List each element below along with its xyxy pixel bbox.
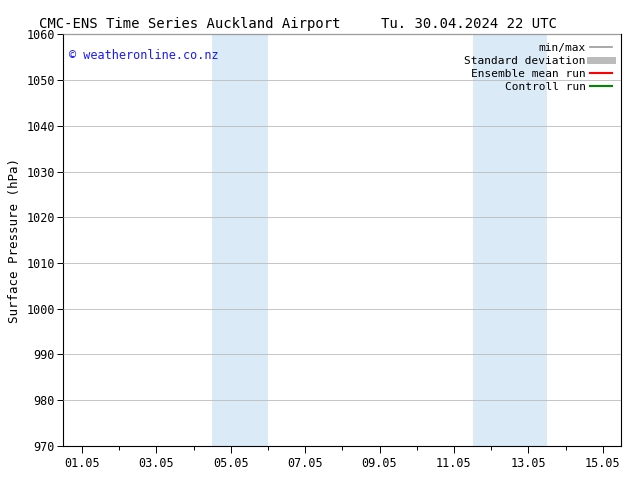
Text: © weatheronline.co.nz: © weatheronline.co.nz bbox=[69, 49, 219, 62]
Legend: min/max, Standard deviation, Ensemble mean run, Controll run: min/max, Standard deviation, Ensemble me… bbox=[461, 40, 616, 95]
Bar bbox=[212, 34, 268, 446]
Text: Tu. 30.04.2024 22 UTC: Tu. 30.04.2024 22 UTC bbox=[381, 17, 557, 31]
Y-axis label: Surface Pressure (hPa): Surface Pressure (hPa) bbox=[8, 158, 21, 322]
Bar bbox=[472, 34, 547, 446]
Text: CMC-ENS Time Series Auckland Airport: CMC-ENS Time Series Auckland Airport bbox=[39, 17, 341, 31]
